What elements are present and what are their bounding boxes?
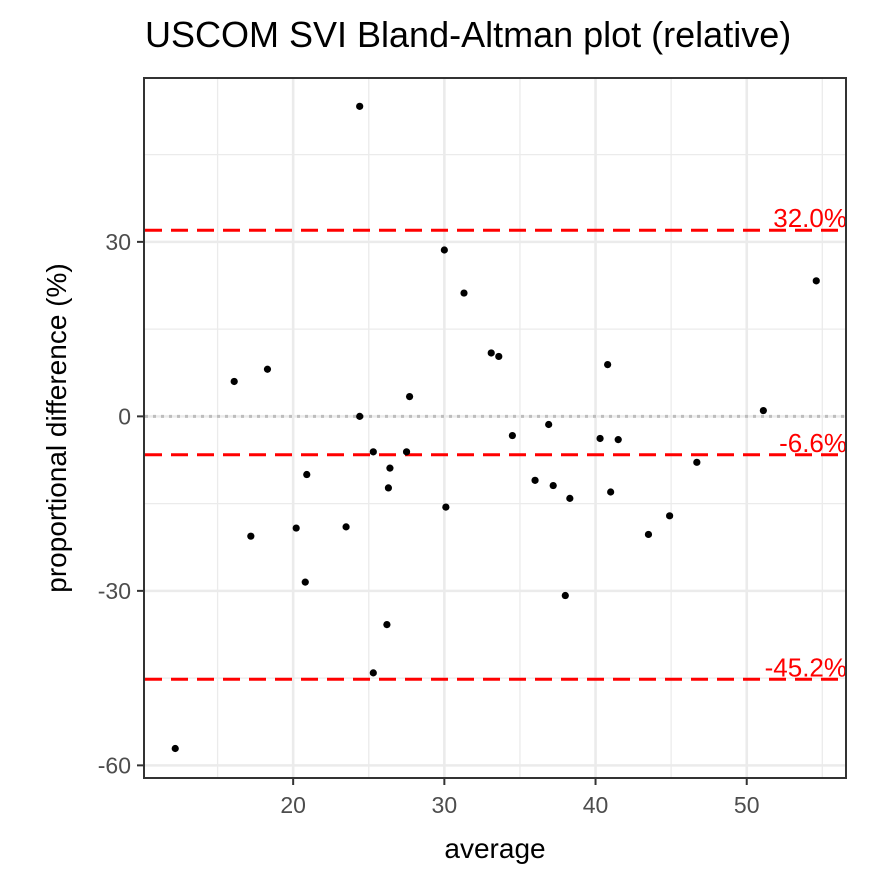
y-axis-ticks: -60 -30 0 30: [98, 229, 144, 778]
data-point: [666, 512, 674, 520]
data-point: [495, 352, 503, 361]
panel-border: [143, 77, 847, 779]
data-point: [693, 458, 701, 466]
data-point: [644, 530, 653, 539]
data-points: [171, 102, 820, 753]
y-tick-label: -60: [98, 752, 131, 778]
data-point: [369, 448, 377, 456]
data-point: [759, 406, 767, 415]
y-axis-label: proportional difference (%): [41, 263, 72, 592]
data-point: [604, 360, 612, 369]
data-point: [545, 420, 553, 429]
limit-label: 32.0%: [773, 203, 847, 233]
data-point: [292, 524, 300, 532]
data-point: [342, 523, 350, 531]
x-tick-label: 40: [583, 792, 609, 818]
data-point: [442, 503, 450, 511]
limit-label: -6.6%: [779, 428, 847, 458]
data-point: [614, 436, 622, 444]
data-point: [549, 481, 557, 490]
x-axis-ticks: 20 30 40 50: [280, 778, 760, 818]
data-point: [812, 277, 820, 285]
x-tick-label: 30: [432, 792, 458, 818]
data-point: [531, 476, 539, 484]
x-tick-label: 20: [280, 792, 306, 818]
data-point: [561, 591, 569, 600]
data-point: [405, 392, 414, 401]
x-tick-label: 50: [734, 792, 760, 818]
data-point: [303, 470, 311, 479]
data-point: [386, 464, 394, 472]
y-tick-label: 0: [118, 403, 131, 429]
data-point: [247, 532, 255, 540]
y-tick-label: 30: [105, 229, 131, 255]
data-point: [460, 289, 468, 297]
y-tick-label: -30: [98, 578, 131, 604]
reference-lines: 32.0% -6.6% -45.2%: [145, 203, 847, 682]
data-point: [384, 484, 393, 492]
data-point: [566, 494, 574, 502]
data-point: [356, 102, 364, 110]
data-point: [607, 488, 615, 496]
data-point: [596, 434, 604, 443]
data-point: [402, 448, 411, 456]
data-point: [508, 431, 516, 440]
data-point: [369, 669, 377, 677]
data-point: [301, 578, 309, 586]
x-axis-label: average: [444, 833, 545, 864]
data-point: [263, 365, 272, 373]
data-point: [230, 377, 238, 386]
data-point: [356, 412, 364, 420]
chart-title: USCOM SVI Bland-Altman plot (relative): [145, 14, 791, 55]
data-point: [487, 349, 495, 357]
data-point: [171, 744, 179, 753]
grid-layer: [145, 79, 845, 777]
limit-label: -45.2%: [765, 652, 847, 682]
data-point: [383, 621, 391, 629]
data-point: [440, 246, 448, 254]
